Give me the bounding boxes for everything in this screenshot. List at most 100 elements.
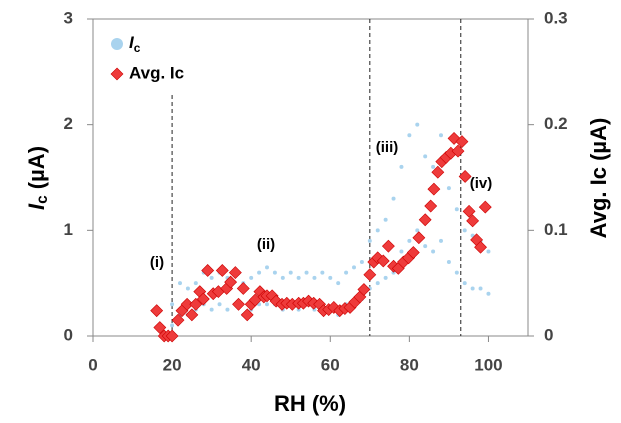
ic-point: [280, 275, 285, 280]
ic-point: [415, 228, 420, 233]
avg-point: [431, 165, 445, 179]
avg-point: [150, 304, 164, 318]
avg-point: [406, 246, 420, 259]
avg-point: [418, 213, 432, 227]
avg-point: [224, 275, 238, 289]
y-tick-label: 2: [64, 114, 73, 133]
ic-point: [288, 270, 293, 275]
y-tick-label: 3: [64, 8, 73, 27]
avg-point: [455, 135, 469, 148]
ic-point: [209, 275, 214, 280]
y2-tick-label: 0.2: [544, 114, 568, 133]
ic-point: [265, 265, 269, 270]
x-tick-label: 40: [242, 355, 261, 374]
ic-point: [375, 228, 380, 233]
ic-point: [328, 275, 333, 280]
ic-point: [431, 249, 436, 254]
legend-label: Ic: [129, 33, 141, 55]
avg-point: [196, 292, 210, 306]
ic-point: [462, 228, 467, 233]
ic-point: [209, 307, 214, 312]
avg-point: [412, 231, 426, 245]
ic-point: [415, 122, 420, 127]
avg-point: [153, 321, 167, 334]
ic-point: [367, 238, 372, 243]
region-label: (i): [150, 254, 164, 271]
avg-point: [478, 200, 492, 214]
ic-point: [304, 270, 309, 275]
x-tick-label: 100: [474, 355, 502, 374]
legend-marker: [111, 38, 123, 50]
ic-point: [225, 307, 230, 312]
avg-point: [363, 268, 377, 282]
ic-point: [446, 186, 451, 191]
ic-point: [423, 154, 428, 159]
avg-point: [240, 308, 254, 322]
avg-point: [185, 308, 199, 322]
x-tick-label: 60: [321, 355, 340, 374]
ic-point: [320, 270, 325, 275]
ic-point: [170, 302, 175, 307]
ic-point: [185, 286, 190, 291]
avg-point: [236, 282, 250, 295]
avg-point: [474, 240, 487, 254]
avg-point: [451, 144, 465, 158]
ic-point: [439, 133, 443, 138]
y-axis-title: Ic (µA): [24, 146, 51, 210]
avg-point: [189, 297, 203, 311]
ic-point: [454, 270, 459, 275]
ic-point: [359, 260, 364, 265]
region-label: (ii): [257, 236, 275, 253]
ic-point: [454, 207, 459, 212]
y2-tick-label: 0.3: [544, 8, 568, 27]
avg-point: [180, 297, 194, 311]
ic-point: [383, 217, 388, 222]
ic-point: [478, 286, 483, 291]
ic-point: [312, 275, 317, 280]
avg-point: [215, 264, 229, 277]
avg-point: [228, 266, 242, 280]
ic-point: [470, 286, 475, 291]
ic-point: [486, 249, 491, 254]
y-tick-label: 0: [64, 325, 73, 344]
ic-point: [352, 265, 356, 270]
ic-point: [217, 302, 222, 307]
avg-point: [232, 297, 245, 311]
legend-label: Avg. Ic: [129, 63, 184, 82]
ic-point: [486, 291, 491, 296]
ic-point: [407, 238, 412, 243]
avg-point: [371, 251, 385, 265]
avg-point: [165, 329, 179, 343]
ic-point: [439, 238, 443, 243]
x-tick-label: 0: [88, 355, 97, 374]
avg-point: [376, 254, 390, 268]
y2-axis-title: Avg. Ic (µA): [586, 118, 611, 239]
ic-point: [193, 281, 198, 286]
ic-point: [170, 323, 175, 328]
ic-point: [257, 270, 262, 275]
y2-tick-label: 0.1: [544, 220, 568, 239]
ic-point: [383, 275, 388, 280]
avg-point: [381, 239, 395, 253]
avg-point: [201, 264, 215, 277]
avg-point: [427, 182, 441, 196]
region-label: (iv): [470, 175, 493, 192]
ic-point: [462, 281, 467, 286]
ic-point: [375, 281, 380, 286]
plot-frame: [92, 18, 529, 337]
avg-point: [424, 199, 438, 213]
ic-point: [431, 164, 436, 169]
ic-point: [399, 164, 404, 169]
ic-point: [423, 244, 428, 249]
ic-point: [296, 275, 301, 280]
avg-point: [466, 214, 480, 228]
avg-point: [458, 170, 472, 183]
ic-point: [344, 270, 349, 275]
avg-point: [327, 301, 341, 314]
ic-point: [446, 260, 451, 265]
avg-point: [462, 204, 476, 218]
region-label: (iii): [376, 139, 399, 156]
x-tick-label: 80: [400, 355, 419, 374]
x-axis-title: RH (%): [274, 391, 346, 416]
